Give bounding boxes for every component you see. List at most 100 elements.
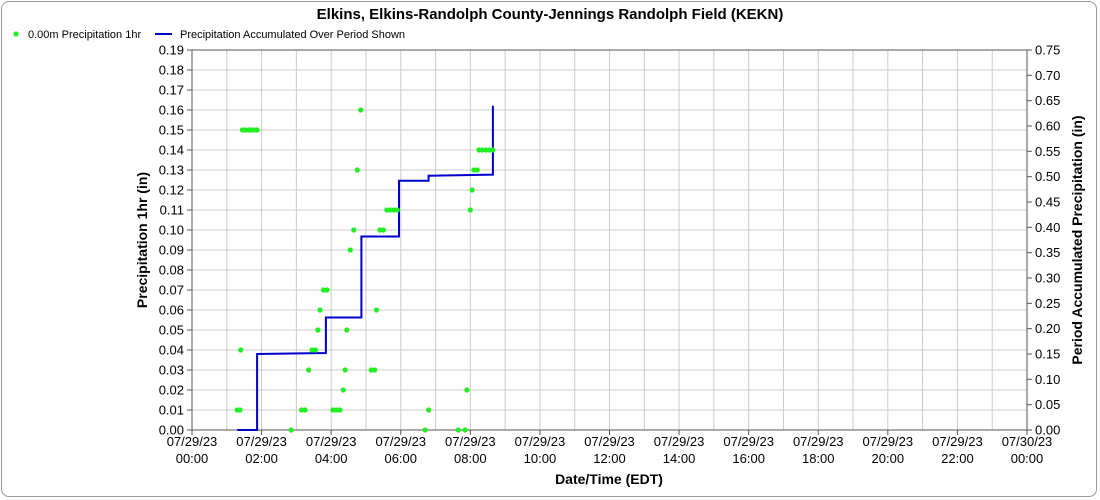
left-tick-label: 0.05 [159, 323, 184, 338]
legend-label-accumulated: Precipitation Accumulated Over Period Sh… [180, 29, 405, 41]
left-tick-label: 0.07 [159, 283, 184, 298]
left-tick-label: 0.01 [159, 403, 184, 418]
precip-point [372, 367, 378, 373]
precip-point [302, 407, 308, 413]
accumulated-line [237, 105, 494, 431]
right-tick-label: 0.05 [1035, 397, 1060, 412]
precip-point [351, 227, 357, 233]
right-tick-label: 0.35 [1035, 245, 1060, 260]
x-tick-date: 07/29/23 [793, 434, 844, 449]
left-tick-label: 0.10 [159, 223, 184, 238]
x-tick-date: 07/29/23 [375, 434, 426, 449]
left-tick-label: 0.06 [159, 303, 184, 318]
right-tick-label: 0.50 [1035, 169, 1060, 184]
x-tick-time: 14:00 [663, 451, 696, 466]
precip-point [467, 207, 473, 213]
precip-point [324, 287, 330, 293]
right-y-axis: 0.00 0.05 0.10 0.15 0.20 0.25 0.30 0.35 0.40 0.45… [1027, 43, 1060, 438]
precip-point [347, 247, 353, 253]
legend: 0.00m Precipitation 1hr Precipitation Ac… [13, 29, 405, 41]
x-tick-date: 07/29/23 [515, 434, 566, 449]
left-y-axis: 0.00 0.01 0.02 0.03 0.04 0.05 0.06 0.07 0.08 0.09… [159, 43, 192, 438]
precip-point [474, 167, 480, 173]
precip-point [340, 387, 346, 393]
y-axis-right-label: Period Accumulated Precipitation (in) [1069, 115, 1085, 364]
precip-point [317, 307, 323, 313]
right-tick-label: 0.70 [1035, 68, 1060, 83]
precip-point [237, 407, 243, 413]
precip-point [254, 127, 260, 133]
precip-point [380, 227, 386, 233]
legend-label-precip-1hr: 0.00m Precipitation 1hr [28, 29, 141, 41]
left-tick-label: 0.18 [159, 63, 184, 78]
precip-point [469, 187, 475, 193]
precip-point [288, 427, 294, 433]
x-tick-date: 07/29/23 [445, 434, 496, 449]
precip-point [354, 167, 360, 173]
y-axis-left-label: Precipitation 1hr (in) [134, 172, 150, 308]
x-tick-date: 07/29/23 [167, 434, 218, 449]
x-tick-time: 00:00 [1011, 451, 1044, 466]
precip-point [337, 407, 343, 413]
precip-point [342, 367, 348, 373]
left-tick-label: 0.09 [159, 243, 184, 258]
right-tick-label: 0.55 [1035, 144, 1060, 159]
precip-point [422, 427, 428, 433]
x-tick-time: 22:00 [941, 451, 974, 466]
x-axis-label: Date/Time (EDT) [555, 471, 663, 487]
precip-point [394, 207, 400, 213]
right-tick-label: 0.15 [1035, 347, 1060, 362]
left-tick-label: 0.04 [159, 343, 184, 358]
x-tick-time: 08:00 [454, 451, 487, 466]
left-tick-label: 0.08 [159, 263, 184, 278]
right-tick-label: 0.40 [1035, 220, 1060, 235]
precip-point [462, 427, 468, 433]
right-tick-label: 0.20 [1035, 321, 1060, 336]
precip-point [490, 147, 496, 153]
x-tick-time: 00:00 [176, 451, 209, 466]
x-tick-time: 04:00 [315, 451, 348, 466]
plot-area [191, 49, 1028, 431]
x-tick-date: 07/29/23 [723, 434, 774, 449]
x-tick-date: 07/29/23 [863, 434, 914, 449]
left-tick-label: 0.13 [159, 163, 184, 178]
precip-point [426, 407, 432, 413]
left-tick-label: 0.03 [159, 363, 184, 378]
right-tick-label: 0.45 [1035, 195, 1060, 210]
right-tick-label: 0.30 [1035, 271, 1060, 286]
x-tick-time: 20:00 [872, 451, 905, 466]
x-tick-date: 07/29/23 [654, 434, 705, 449]
left-tick-label: 0.14 [159, 143, 184, 158]
right-tick-label: 0.25 [1035, 296, 1060, 311]
left-tick-label: 0.16 [159, 103, 184, 118]
left-tick-label: 0.11 [160, 203, 184, 218]
grid [191, 49, 1028, 431]
left-tick-label: 0.12 [159, 183, 184, 198]
left-tick-label: 0.02 [159, 383, 184, 398]
x-tick-date: 07/29/23 [932, 434, 983, 449]
left-tick-label: 0.00 [159, 423, 184, 438]
series-precip-1hr [234, 107, 496, 433]
x-tick-date: 07/29/23 [584, 434, 635, 449]
x-tick-time: 18:00 [802, 451, 835, 466]
precip-point [358, 107, 364, 113]
precip-point [306, 367, 312, 373]
right-tick-label: 0.10 [1035, 372, 1060, 387]
precip-point [455, 427, 461, 433]
x-tick-time: 16:00 [732, 451, 765, 466]
right-tick-label: 0.00 [1035, 423, 1060, 438]
right-tick-label: 0.60 [1035, 119, 1060, 134]
precip-point [344, 327, 350, 333]
x-tick-time: 12:00 [593, 451, 626, 466]
x-tick-date: 07/29/23 [236, 434, 287, 449]
left-tick-label: 0.19 [159, 43, 184, 58]
precip-point [312, 347, 319, 353]
left-tick-label: 0.15 [159, 123, 184, 138]
x-tick-date: 07/29/23 [306, 434, 357, 449]
legend-marker-precip-1hr [13, 31, 19, 37]
chart-title: Elkins, Elkins-Randolph County-Jennings … [317, 6, 784, 23]
x-axis: 07/29/23 00:00 07/29/23 02:00 07/29/23 04:00 0… [167, 430, 1052, 466]
precip-point [464, 387, 470, 393]
